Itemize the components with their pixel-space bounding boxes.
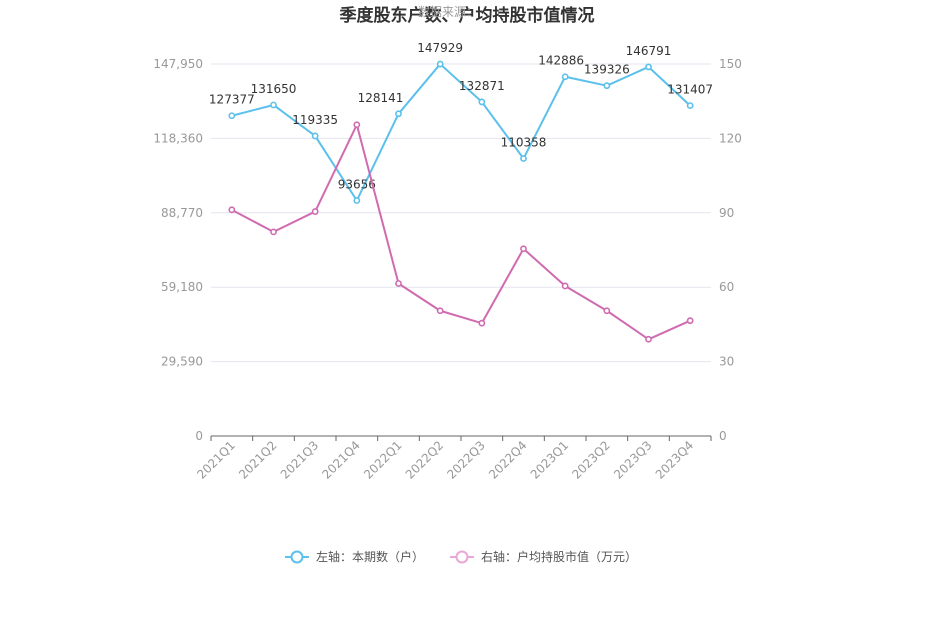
right-axis-tick-label: 30 <box>719 355 734 369</box>
left-axis-tick-label: 147,950 <box>153 57 203 71</box>
data-label: 132871 <box>459 79 505 93</box>
data-label: 131650 <box>251 82 297 96</box>
legend[interactable]: 左轴：本期数（户） 右轴：户均持股市值（万元） <box>285 549 637 564</box>
chart-title: 季度股东户数、户均持股市值情况 <box>340 5 595 26</box>
legend-marker-circle-2 <box>455 550 469 564</box>
series-2-point <box>270 228 277 236</box>
data-label: 119335 <box>292 113 338 127</box>
series-2-point <box>645 335 652 343</box>
series-2-point <box>520 245 527 253</box>
series-2-point <box>353 121 361 129</box>
series-2-point <box>686 317 694 325</box>
right-axis-tick-label: 120 <box>719 131 742 145</box>
data-label: 93656 <box>338 178 376 192</box>
axes: 0 0 29,590 30 59,180 60 88,770 90 118,360 120 147,… <box>153 57 742 482</box>
grid-lines <box>211 63 711 363</box>
left-axis-tick-label: 59,180 <box>161 280 203 294</box>
series-1-point <box>395 110 402 118</box>
series-1-point <box>228 112 236 120</box>
x-axis-tick-label: 2022Q3 <box>444 438 488 482</box>
series-line-2 <box>231 123 691 341</box>
series-2-point <box>436 307 444 315</box>
right-axis-tick-label: 0 <box>719 429 727 443</box>
series-2-point <box>311 208 319 215</box>
data-label: 142886 <box>538 54 584 68</box>
series-1-point <box>478 98 486 106</box>
x-axis-tick-label: 2021Q3 <box>278 438 322 482</box>
data-label: 128141 <box>358 91 404 105</box>
data-label: 139326 <box>584 63 630 77</box>
x-axis-tick-label: 2021Q4 <box>319 438 363 482</box>
data-label: 146791 <box>626 44 672 58</box>
series-1-point <box>645 63 652 71</box>
series-2-point <box>561 282 569 290</box>
right-axis-tick-label: 60 <box>719 280 734 294</box>
data-label: 131407 <box>667 83 713 97</box>
x-axis-tick-label: 2022Q1 <box>361 438 405 482</box>
x-axis-tick-label: 2023Q2 <box>569 438 613 482</box>
legend-label-1: 左轴：本期数（户） <box>316 549 424 564</box>
series-1-point <box>311 132 319 140</box>
series-1-point <box>353 197 361 204</box>
source-watermark: 数据来源： <box>418 4 478 19</box>
data-label: 110358 <box>501 136 547 150</box>
series-1-point <box>686 102 694 109</box>
series-2-point <box>603 307 611 315</box>
data-label: 147929 <box>417 41 463 55</box>
series-2-point <box>478 319 486 327</box>
x-axis-tick-label: 2021Q2 <box>236 438 280 482</box>
x-axis-tick-label: 2023Q4 <box>653 438 697 482</box>
left-axis-tick-label: 0 <box>195 429 203 443</box>
series-line-1 <box>231 63 691 202</box>
right-axis-tick-label: 150 <box>719 57 742 71</box>
series-1-point <box>436 60 444 68</box>
x-axis-tick-label: 2022Q4 <box>486 438 530 482</box>
x-axis-tick-label: 2022Q2 <box>403 438 447 482</box>
left-axis-tick-label: 29,590 <box>161 355 203 369</box>
series-1-point <box>520 155 527 162</box>
series-2-point <box>395 280 402 287</box>
series-2-point <box>228 206 236 214</box>
series-1-point <box>561 73 569 81</box>
x-axis-tick-label: 2023Q1 <box>528 438 572 482</box>
right-axis-tick-label: 90 <box>719 206 734 220</box>
legend-label-2: 右轴：户均持股市值（万元） <box>481 549 637 564</box>
legend-marker-circle-1 <box>290 550 304 564</box>
left-axis-tick-label: 88,770 <box>161 206 203 220</box>
series-1-point <box>270 101 277 109</box>
data-label: 127377 <box>209 93 255 107</box>
x-axis-tick-label: 2023Q3 <box>611 438 655 482</box>
x-axis-tick-label: 2021Q1 <box>194 438 238 482</box>
left-axis-tick-label: 118,360 <box>153 131 203 145</box>
series-1-point <box>603 82 611 90</box>
